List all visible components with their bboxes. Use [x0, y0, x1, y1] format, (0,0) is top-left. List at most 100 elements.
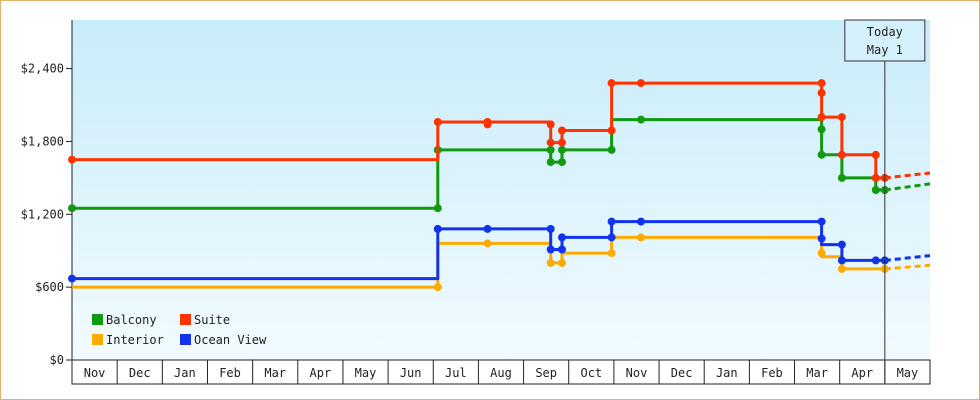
- series-layer: [68, 79, 931, 292]
- data-point: [558, 245, 566, 254]
- legend-label: Ocean View: [194, 333, 267, 347]
- data-point: [871, 256, 880, 265]
- month-label: Aug: [490, 366, 512, 380]
- data-point: [817, 79, 826, 88]
- legend-swatch: [92, 314, 103, 325]
- data-point: [483, 224, 492, 233]
- data-point: [817, 125, 826, 134]
- month-label: Jun: [400, 366, 422, 380]
- data-point: [837, 150, 846, 159]
- legend-label: Suite: [194, 313, 230, 327]
- today-box: [844, 19, 926, 62]
- month-label: Mar: [806, 366, 828, 380]
- data-point: [546, 158, 555, 167]
- y-tick-label: $0: [50, 353, 64, 367]
- data-point: [483, 120, 492, 129]
- data-point: [558, 138, 566, 147]
- plot-background: [72, 20, 930, 360]
- data-point: [837, 264, 846, 273]
- series-3: [68, 217, 931, 283]
- data-point: [607, 233, 616, 242]
- data-point: [68, 155, 76, 164]
- data-point: [546, 224, 555, 233]
- data-point: [837, 240, 846, 249]
- month-label: Nov: [626, 366, 648, 380]
- y-tick-label: $600: [35, 280, 64, 294]
- data-point: [837, 173, 846, 182]
- legend-label: Balcony: [106, 313, 157, 327]
- series-projection-line: [884, 182, 931, 192]
- legend-swatch: [180, 334, 191, 345]
- series-projection-line: [884, 171, 931, 180]
- data-point: [558, 158, 566, 167]
- month-label: Dec: [671, 366, 693, 380]
- data-point: [871, 173, 880, 182]
- axes: $0 $600 $1,200 $1,800 $2,400 Nov Dec Jan Feb Mar A…: [21, 20, 931, 385]
- series-projection-line: [884, 254, 931, 262]
- data-point: [637, 233, 645, 242]
- y-tick-label: $1,800: [21, 134, 64, 148]
- data-point: [817, 249, 826, 258]
- data-point: [607, 217, 616, 226]
- month-label: Feb: [761, 366, 783, 380]
- y-tick-label: $2,400: [21, 62, 64, 76]
- legend-label: Interior: [106, 333, 164, 347]
- data-point: [546, 245, 555, 254]
- data-point: [637, 217, 645, 226]
- series-1: [68, 79, 931, 182]
- data-point: [817, 150, 826, 159]
- month-label: May: [897, 366, 919, 380]
- month-label: Apr: [310, 366, 332, 380]
- data-point: [546, 258, 555, 267]
- y-tick-label: $1,200: [21, 207, 64, 221]
- legend-swatch: [92, 334, 103, 345]
- data-point: [546, 138, 555, 147]
- data-point: [637, 79, 645, 88]
- month-label: Oct: [580, 366, 602, 380]
- data-point: [558, 233, 566, 242]
- data-point: [817, 217, 826, 226]
- data-point: [433, 118, 442, 126]
- month-label: Apr: [851, 366, 873, 380]
- data-point: [871, 150, 880, 159]
- today-label: Today: [867, 25, 903, 39]
- today-marker: Today May 1: [844, 19, 926, 384]
- month-label: May: [355, 366, 377, 380]
- today-date-label: May 1: [867, 43, 903, 57]
- data-point: [607, 126, 616, 135]
- data-point: [433, 204, 442, 213]
- data-point: [817, 113, 826, 122]
- series-projection-line: [884, 263, 931, 271]
- data-point: [817, 234, 826, 243]
- series-2: [72, 233, 931, 292]
- month-label: Jul: [445, 366, 467, 380]
- data-point: [871, 186, 880, 194]
- data-point: [483, 239, 492, 248]
- data-point: [837, 256, 846, 265]
- month-label: Mar: [264, 366, 286, 380]
- data-point: [607, 145, 616, 154]
- month-label: Sep: [535, 366, 557, 380]
- data-point: [637, 115, 645, 124]
- month-label: Nov: [84, 366, 106, 380]
- data-point: [817, 88, 826, 97]
- data-point: [433, 224, 442, 233]
- month-label: Jan: [174, 366, 196, 380]
- data-point: [607, 249, 616, 258]
- data-point: [68, 204, 76, 213]
- data-point: [607, 79, 616, 88]
- month-axis-band: [71, 359, 931, 385]
- data-point: [546, 120, 555, 129]
- month-label: Dec: [129, 366, 151, 380]
- month-label: Jan: [716, 366, 738, 380]
- data-point: [546, 145, 555, 154]
- data-point: [68, 274, 76, 283]
- legend: Balcony Suite Interior Ocean View: [92, 313, 267, 347]
- data-point: [433, 283, 442, 292]
- data-point: [837, 113, 846, 122]
- month-label: Feb: [219, 366, 241, 380]
- data-point: [558, 145, 566, 154]
- data-point: [558, 258, 566, 267]
- legend-swatch: [180, 314, 191, 325]
